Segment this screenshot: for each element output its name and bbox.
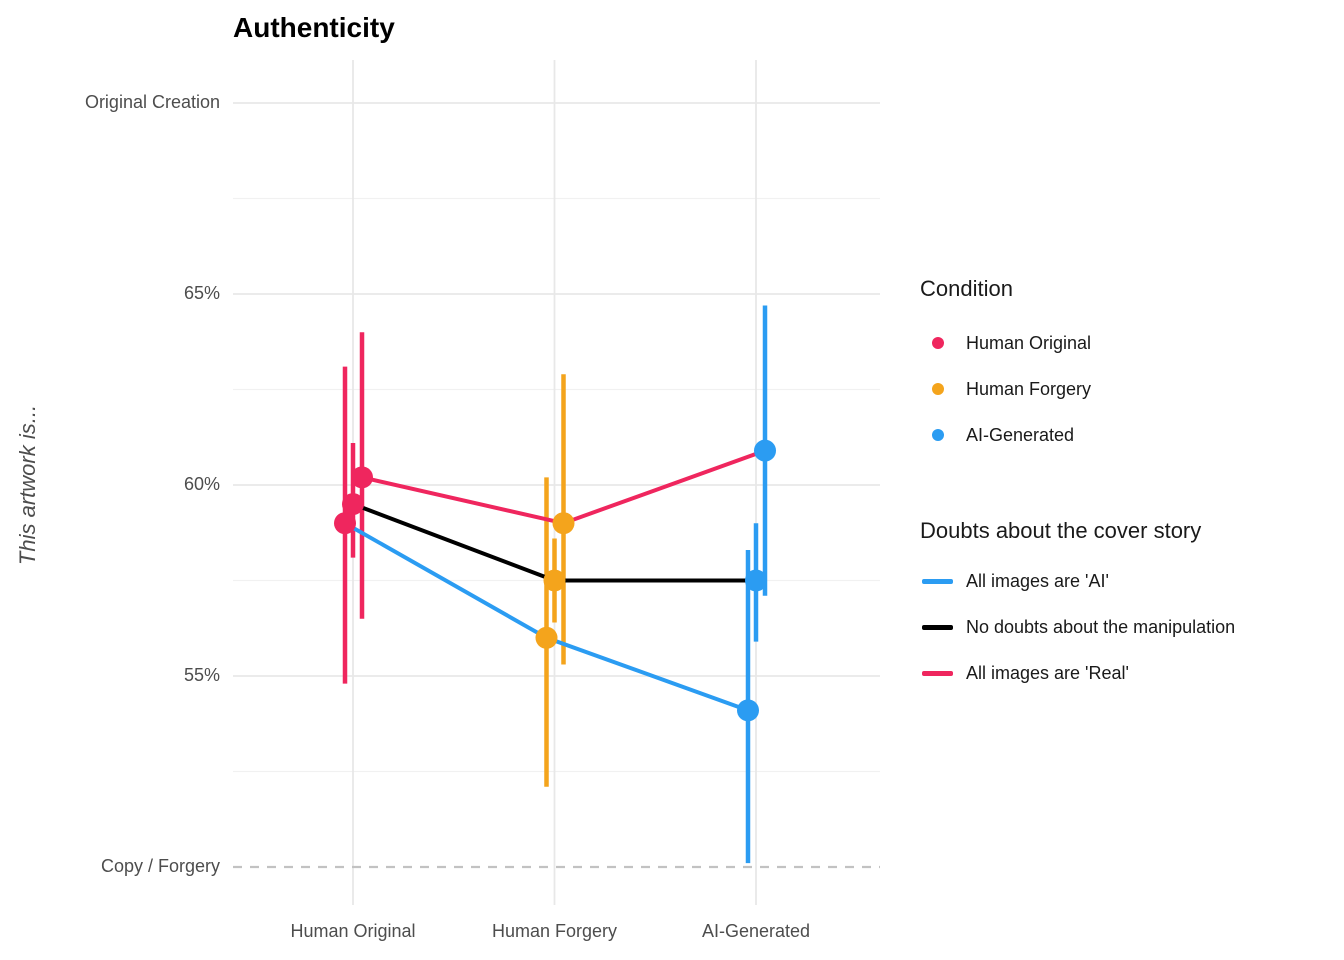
legend-line-swatch [922, 624, 953, 630]
legend-line-swatch [922, 578, 953, 584]
data-point [351, 466, 373, 489]
legend-point-swatch [932, 383, 944, 395]
legend-point-swatch [932, 337, 944, 349]
y-tick-label: 55% [183, 665, 220, 685]
legend-title-condition: Condition [920, 276, 1013, 301]
legend-item-label: AI-Generated [966, 424, 1075, 445]
legend-item-label: All images are 'AI' [966, 570, 1109, 591]
legend-title-doubts: Doubts about the cover story [920, 518, 1202, 543]
legend-item: Human Original [920, 320, 1091, 366]
y-tick-label: Copy / Forgery [100, 856, 220, 876]
data-point [552, 512, 575, 535]
data-point [754, 439, 776, 462]
legend-item: AI-Generated [920, 412, 1074, 458]
legend-item: All images are 'Real' [920, 650, 1129, 696]
data-point [543, 569, 566, 592]
chart-title: Authenticity [233, 12, 395, 43]
legend-item: Human Forgery [920, 366, 1091, 412]
legend-line-swatch [922, 670, 953, 676]
y-tick-label: 65% [183, 283, 220, 303]
legend-item-label: Human Forgery [966, 378, 1092, 399]
legend-item-label: All images are 'Real' [966, 662, 1129, 683]
legend-item-label: No doubts about the manipulation [966, 616, 1236, 637]
data-point [334, 512, 356, 535]
data-point [737, 699, 759, 722]
data-point [745, 569, 767, 592]
legend-item-label: Human Original [966, 332, 1092, 353]
x-tick-label: Human Forgery [491, 921, 618, 941]
data-point [535, 626, 558, 649]
y-tick-label: Original Creation [84, 92, 220, 112]
legend-point-swatch [932, 429, 944, 441]
legend-item: All images are 'AI' [920, 558, 1109, 604]
x-tick-label: AI-Generated [701, 921, 811, 941]
x-tick-label: Human Original [290, 921, 416, 941]
y-tick-label: 60% [183, 474, 220, 494]
legend-item: No doubts about the manipulation [920, 604, 1235, 650]
data-point [342, 493, 364, 516]
